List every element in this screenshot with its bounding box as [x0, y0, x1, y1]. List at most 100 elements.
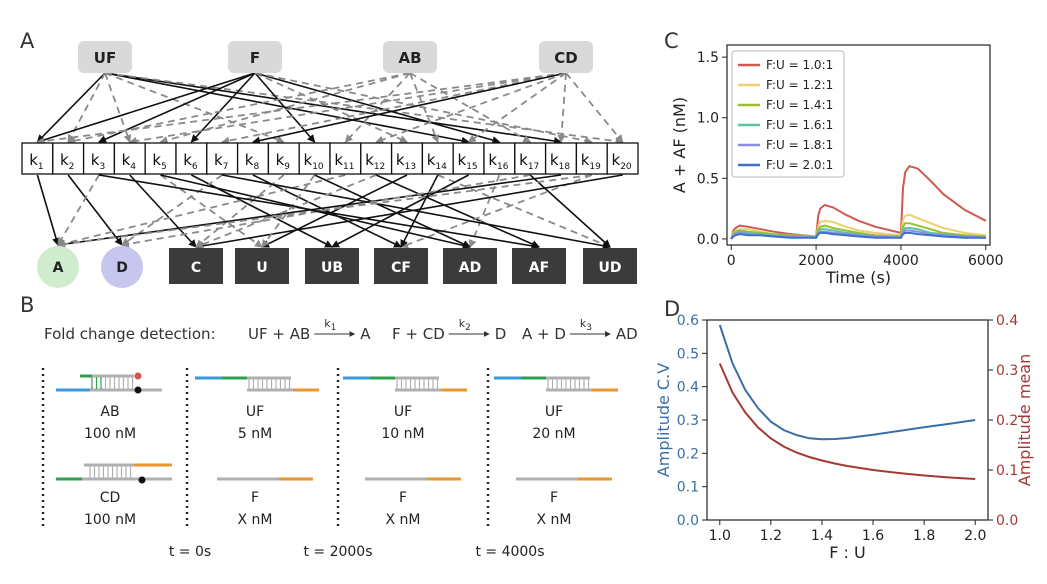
k-subscript: 3 — [586, 323, 592, 333]
input-node-uf: UF — [78, 41, 132, 73]
k-subscript: 3 — [99, 162, 105, 172]
y-axis-label: A + AF (nM) — [670, 97, 689, 193]
inhibitory-edge — [160, 174, 263, 248]
k-subscript: 4 — [130, 162, 136, 172]
x-tick-label: 1.0 — [709, 528, 731, 544]
k-subscript: 12 — [374, 162, 385, 172]
panel-b-letter: B — [20, 293, 34, 317]
output-node-label: CF — [391, 260, 411, 276]
series-line-cv — [718, 324, 976, 441]
output-node-label: AD — [459, 260, 481, 276]
reaction-rate: k3 — [580, 317, 592, 333]
strand-bottom-name: CD — [100, 490, 121, 506]
y-tick-label-right: 0.2 — [996, 413, 1018, 429]
k-subscript: 2 — [465, 323, 471, 333]
legend-entry-1: F:U = 1.0:1 — [766, 58, 833, 72]
rate-constant-label: k5 — [152, 151, 166, 172]
rate-constant-label: k19 — [581, 151, 601, 172]
reaction-rate: k1 — [324, 317, 336, 333]
rate-constant-label: k13 — [396, 151, 416, 172]
output-node-label: AF — [529, 260, 549, 276]
output-node-box — [235, 248, 289, 284]
rate-constant-row: k1 k2 k3 k4 k5 k6 k7 k8 k9 k10 k11 k12 k13 k14 k15 k16 k… — [21, 142, 639, 175]
k-symbol: k — [324, 317, 331, 330]
inhibitory-edge — [344, 72, 411, 143]
inhibitory-edge — [400, 174, 593, 249]
rate-constant-cell — [452, 142, 485, 175]
rate-constant-cell — [206, 142, 239, 175]
output-node-circle — [37, 246, 79, 288]
panel-c-letter: C — [664, 29, 679, 53]
rate-constant-k13: k13 — [390, 142, 424, 175]
legend-entry-4: F:U = 1.6:1 — [766, 118, 833, 132]
inhibitory-edge — [221, 72, 567, 145]
input-node-f: F — [228, 41, 282, 73]
x-tick-label: 1.6 — [862, 528, 884, 544]
k-subscript: 14 — [435, 162, 447, 172]
strand-top-name: UF — [394, 404, 412, 420]
panel-c: C 0 2000 4000 6000 0.0 0.5 1.0 1.5 Time (s) A + A… — [664, 29, 1004, 287]
rate-constant-label: k3 — [91, 151, 105, 172]
x-tick-label: 2.0 — [964, 528, 986, 544]
rate-constant-cell — [82, 142, 116, 175]
rate-constant-k4: k4 — [113, 142, 146, 175]
fold-change-title: Fold change detection: — [44, 325, 216, 343]
input-node-cd: CD — [539, 41, 593, 73]
x-tick-label: 0 — [727, 253, 736, 269]
activating-edge — [195, 174, 623, 250]
inhibitory-edge — [565, 72, 624, 143]
rate-constant-label: k17 — [519, 151, 539, 172]
reaction-reactants: A + D — [522, 325, 566, 343]
x-tick-label: 4000 — [883, 253, 919, 269]
rate-constant-k3: k3 — [82, 142, 116, 175]
strand-bottom-conc: X nM — [386, 512, 421, 528]
output-node-label: U — [256, 260, 267, 276]
y-tick-label-left: 0.6 — [677, 313, 699, 329]
panel-d: D 1.0 1.2 1.4 1.6 1.8 2.0 0.0 0.1 0.2 0.3 0.4 0.5 0.… — [654, 297, 1034, 562]
inhibitory-edge — [57, 174, 592, 249]
k-subscript: 13 — [405, 162, 416, 172]
rate-constant-cell — [52, 142, 85, 175]
activating-edge — [331, 174, 469, 248]
y-tick-label-left: 0.1 — [677, 480, 699, 496]
k-symbol: k — [612, 151, 621, 169]
legend-entry-6: F:U = 2.0:1 — [766, 158, 833, 172]
inhibitory-edge — [128, 72, 567, 145]
rate-constant-cell — [483, 142, 516, 175]
rate-constant-label: k15 — [458, 151, 478, 172]
input-node-box — [539, 41, 593, 73]
activating-edge — [222, 174, 611, 250]
strand-top-conc: 5 nM — [238, 426, 272, 442]
k-symbol: k — [122, 151, 131, 169]
y-tick-label-right: 0.0 — [996, 513, 1018, 529]
k-symbol: k — [152, 151, 161, 169]
input-node-label: CD — [554, 49, 577, 67]
output-node-cf: CF — [374, 248, 428, 284]
x-tick-label: 1.4 — [811, 528, 833, 544]
legend-entry-5: F:U = 1.8:1 — [766, 138, 833, 152]
k-subscript: 7 — [223, 162, 229, 172]
rate-constant-k17: k17 — [514, 142, 547, 175]
y-axis-label-left: Amplitude C.V — [654, 363, 673, 477]
activating-edge — [36, 174, 60, 246]
activating-edge — [104, 72, 470, 145]
x-tick-label: 2000 — [798, 253, 834, 269]
k-subscript: 16 — [497, 162, 509, 172]
series-line-1 — [730, 165, 987, 240]
activating-edge — [314, 174, 471, 248]
input-node-label: UF — [94, 49, 116, 67]
rate-constant-k10: k10 — [298, 142, 331, 175]
rate-constant-k2: k2 — [52, 142, 85, 175]
time-labels: t = 0s t = 2000s t = 4000s — [169, 544, 545, 560]
input-node-label: AB — [398, 49, 421, 67]
output-node-label: C — [191, 260, 201, 276]
activating-edge — [190, 72, 256, 143]
y-tick-label: 1.5 — [697, 50, 719, 66]
output-node-ad: AD — [443, 248, 497, 284]
k-symbol: k — [91, 151, 100, 169]
k-symbol: k — [365, 151, 374, 169]
inhibitory-edge — [57, 174, 100, 246]
y-axis-label-right: Amplitude mean — [1015, 354, 1034, 486]
